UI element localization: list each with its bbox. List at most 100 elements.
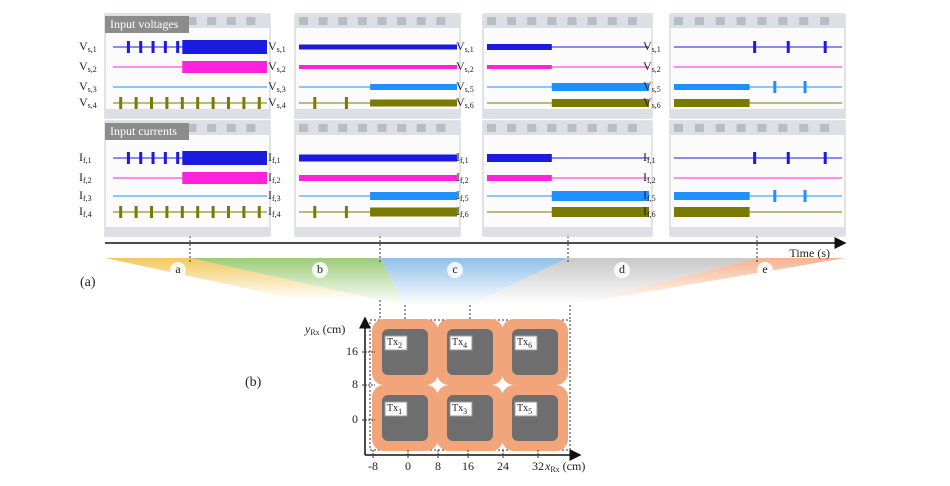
waveform-band	[487, 175, 552, 181]
scope-button	[627, 17, 637, 25]
channel-label-symbol: V	[643, 39, 652, 53]
waveform-pulse	[211, 97, 215, 109]
segment-fan	[105, 258, 845, 305]
waveform-pulse	[134, 206, 138, 218]
scope-button	[436, 124, 446, 132]
waveform-band	[182, 40, 267, 54]
scope-button	[757, 124, 767, 132]
scope-button	[299, 124, 308, 132]
channel-label: Vs,4	[79, 95, 97, 110]
coil-label-sub: 5	[528, 407, 532, 416]
waveform-band	[299, 154, 457, 162]
scope-button	[736, 17, 746, 25]
scope-button	[246, 124, 256, 132]
coil-label-symbol: Tx	[517, 337, 528, 348]
channel-label-sub: s,6	[652, 101, 661, 110]
segment-badge	[447, 262, 463, 278]
channel-label-sub: s,1	[88, 45, 97, 54]
channel-label-symbol: V	[79, 39, 88, 53]
channel-label-symbol: I	[643, 188, 647, 202]
scope-button	[397, 17, 407, 25]
channel-label-symbol: I	[643, 204, 647, 218]
coil-label: Tx3	[452, 403, 467, 416]
channel-label: Vs,2	[79, 59, 97, 74]
scope-button	[674, 124, 683, 132]
panel-label: (b)	[245, 375, 262, 390]
channel-label-symbol: V	[268, 39, 277, 53]
channel-label-sub: f,1	[83, 156, 92, 165]
waveform-band	[182, 172, 267, 184]
scope-button	[587, 17, 597, 25]
waveform-pulse	[196, 97, 200, 109]
scope-button	[547, 17, 557, 25]
channel-label-symbol: I	[643, 170, 647, 184]
segment-badge	[312, 262, 328, 278]
waveform-pulse	[344, 97, 348, 109]
row-title: Input voltages	[110, 17, 179, 31]
channel-label-symbol: I	[456, 188, 460, 202]
waveform-pulse	[165, 97, 169, 109]
waveform-pulse	[313, 206, 317, 218]
scope-button	[338, 124, 348, 132]
scope-button	[567, 124, 577, 132]
channel-label-symbol: V	[456, 95, 465, 109]
channel-label: Vs,1	[456, 39, 474, 54]
channel-label-sub: s,1	[652, 45, 661, 54]
channel-label: If,5	[456, 188, 469, 203]
scope-button	[607, 124, 617, 132]
waveform-band	[674, 99, 750, 107]
scope-button	[527, 17, 537, 25]
waveform-band	[674, 84, 750, 90]
coil-label-sub: 6	[528, 341, 532, 350]
channel-label-sub: s,3	[277, 85, 286, 94]
waveform-band	[370, 99, 457, 107]
channel-label-sub: f,1	[647, 156, 656, 165]
waveform-band	[299, 65, 457, 69]
coil-label-symbol: Tx	[452, 403, 463, 414]
scope-button	[694, 124, 704, 132]
waveform-pulse	[344, 206, 348, 218]
scope-button	[487, 124, 496, 132]
segment-letter: e	[762, 262, 767, 276]
segment-letter: a	[175, 262, 181, 276]
scope-button	[607, 17, 617, 25]
channel-label-symbol: I	[456, 150, 460, 164]
scope-button	[377, 124, 387, 132]
panel-label: (a)	[80, 275, 96, 290]
channel-label: If,6	[456, 204, 469, 219]
x-axis-label-symbol: x	[544, 459, 551, 473]
waveform-pulse	[823, 41, 827, 53]
channel-label-symbol: V	[456, 59, 465, 73]
x-tick-label: 24	[497, 459, 509, 473]
waveform-pulse	[150, 97, 153, 109]
waveform-pulse	[176, 152, 180, 164]
coil-label-sub: 2	[398, 341, 402, 350]
scope-button	[757, 17, 767, 25]
waveform-pulse	[176, 41, 180, 53]
channel-label-sub: f,1	[272, 156, 281, 165]
x-axis-label: xRx (cm)	[544, 459, 585, 474]
waveform-band	[299, 175, 457, 181]
segment-letter: d	[619, 262, 625, 276]
waveform-pulse	[163, 152, 167, 164]
channel-label-sub: f,5	[647, 194, 656, 203]
coil-label-sub: 3	[463, 407, 467, 416]
waveform-band	[551, 83, 649, 91]
scope-button	[567, 17, 577, 25]
scope-button	[377, 17, 387, 25]
coil-label-sub: 1	[398, 407, 402, 416]
waveform-pulse	[823, 152, 827, 164]
x-axis-label-sub: Rx	[550, 465, 559, 474]
channel-label-symbol: I	[268, 150, 272, 164]
segment-dividers	[189, 236, 758, 320]
channel-label-sub: s,2	[277, 65, 286, 74]
channel-label-sub: s,6	[465, 101, 474, 110]
channel-label: If,1	[79, 150, 92, 165]
channel-label-symbol: V	[456, 79, 465, 93]
channel-label: Vs,4	[268, 95, 286, 110]
scope-button	[318, 124, 328, 132]
scope-button	[674, 17, 683, 25]
segment-badge	[170, 262, 186, 278]
scope-button	[587, 124, 597, 132]
